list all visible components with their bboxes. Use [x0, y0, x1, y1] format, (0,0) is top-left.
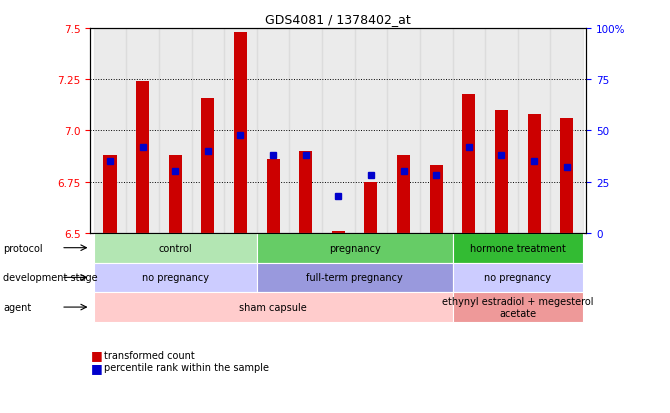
- Bar: [289, 29, 322, 233]
- Bar: [299, 152, 312, 233]
- Bar: [495, 111, 508, 233]
- Bar: [159, 29, 192, 233]
- Bar: [397, 156, 410, 233]
- Text: no pregnancy: no pregnancy: [142, 273, 209, 283]
- Bar: [420, 29, 452, 233]
- Text: full-term pregnancy: full-term pregnancy: [306, 273, 403, 283]
- Text: protocol: protocol: [3, 243, 43, 253]
- Bar: [452, 29, 485, 233]
- Bar: [202, 98, 214, 233]
- Bar: [322, 29, 354, 233]
- Bar: [364, 182, 377, 233]
- FancyBboxPatch shape: [257, 233, 452, 263]
- Text: hormone treatment: hormone treatment: [470, 243, 565, 253]
- Text: no pregnancy: no pregnancy: [484, 273, 551, 283]
- Bar: [192, 29, 224, 233]
- FancyBboxPatch shape: [452, 292, 583, 322]
- Bar: [462, 94, 475, 233]
- Bar: [136, 82, 149, 233]
- Bar: [485, 29, 518, 233]
- FancyBboxPatch shape: [94, 263, 257, 292]
- Text: control: control: [158, 243, 192, 253]
- FancyBboxPatch shape: [452, 233, 583, 263]
- Bar: [234, 33, 247, 233]
- Bar: [224, 29, 257, 233]
- Bar: [267, 160, 279, 233]
- Bar: [169, 156, 182, 233]
- FancyBboxPatch shape: [94, 233, 257, 263]
- Bar: [387, 29, 420, 233]
- Text: development stage: development stage: [3, 273, 98, 283]
- Text: ■: ■: [90, 361, 103, 374]
- Bar: [518, 29, 550, 233]
- Text: percentile rank within the sample: percentile rank within the sample: [104, 363, 269, 373]
- Bar: [354, 29, 387, 233]
- FancyBboxPatch shape: [257, 263, 452, 292]
- Bar: [560, 119, 574, 233]
- FancyBboxPatch shape: [452, 263, 583, 292]
- Text: ethynyl estradiol + megesterol
acetate: ethynyl estradiol + megesterol acetate: [442, 297, 594, 318]
- Text: pregnancy: pregnancy: [329, 243, 381, 253]
- Text: agent: agent: [3, 302, 31, 312]
- Bar: [550, 29, 583, 233]
- Text: sham capsule: sham capsule: [239, 302, 307, 312]
- Text: ■: ■: [90, 349, 103, 362]
- Bar: [103, 156, 117, 233]
- Text: transformed count: transformed count: [104, 350, 194, 360]
- Bar: [527, 115, 541, 233]
- Bar: [127, 29, 159, 233]
- Bar: [429, 166, 443, 233]
- FancyBboxPatch shape: [94, 292, 452, 322]
- Bar: [332, 231, 345, 233]
- Bar: [94, 29, 127, 233]
- Title: GDS4081 / 1378402_at: GDS4081 / 1378402_at: [265, 13, 411, 26]
- Bar: [257, 29, 289, 233]
